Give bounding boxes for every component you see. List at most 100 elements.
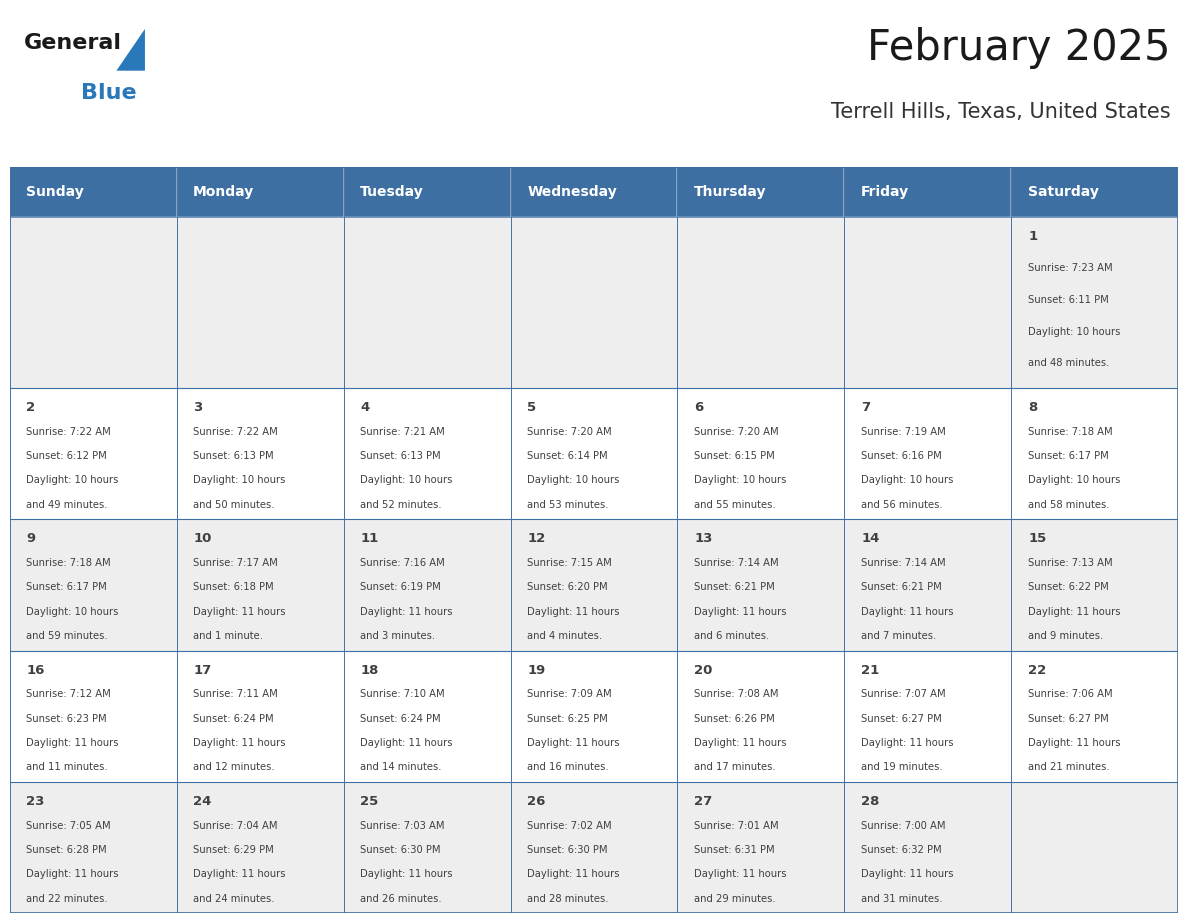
Text: and 16 minutes.: and 16 minutes. (527, 762, 608, 772)
Text: Sunset: 6:21 PM: Sunset: 6:21 PM (694, 582, 775, 592)
Text: Daylight: 10 hours: Daylight: 10 hours (194, 476, 285, 486)
Bar (845, 782, 1011, 913)
Text: Sunrise: 7:10 AM: Sunrise: 7:10 AM (360, 689, 444, 700)
Text: 27: 27 (694, 795, 713, 808)
Text: Sunset: 6:16 PM: Sunset: 6:16 PM (861, 451, 942, 461)
Text: Daylight: 11 hours: Daylight: 11 hours (861, 607, 954, 617)
Bar (1011, 651, 1178, 782)
Text: and 26 minutes.: and 26 minutes. (360, 894, 442, 903)
Bar (677, 782, 845, 913)
Text: Sunset: 6:17 PM: Sunset: 6:17 PM (1028, 451, 1108, 461)
Text: Sunset: 6:13 PM: Sunset: 6:13 PM (194, 451, 273, 461)
Text: 20: 20 (694, 664, 713, 677)
Text: and 28 minutes.: and 28 minutes. (527, 894, 608, 903)
Text: Daylight: 10 hours: Daylight: 10 hours (1028, 476, 1120, 486)
Text: 14: 14 (861, 532, 879, 545)
Bar (1011, 782, 1178, 913)
Text: Daylight: 11 hours: Daylight: 11 hours (527, 738, 620, 748)
Text: Sunset: 6:26 PM: Sunset: 6:26 PM (694, 713, 775, 723)
Text: and 52 minutes.: and 52 minutes. (360, 499, 442, 509)
Text: 3: 3 (194, 401, 202, 414)
Text: 21: 21 (861, 664, 879, 677)
Text: 16: 16 (26, 664, 45, 677)
Bar (511, 782, 677, 913)
Text: Sunrise: 7:13 AM: Sunrise: 7:13 AM (1028, 558, 1113, 568)
Text: Sunset: 6:11 PM: Sunset: 6:11 PM (1028, 295, 1108, 305)
Text: and 49 minutes.: and 49 minutes. (26, 499, 108, 509)
Bar (1011, 520, 1178, 651)
Text: Sunday: Sunday (26, 185, 84, 199)
Text: 26: 26 (527, 795, 545, 808)
Text: Sunset: 6:24 PM: Sunset: 6:24 PM (360, 713, 441, 723)
Text: Sunset: 6:27 PM: Sunset: 6:27 PM (861, 713, 942, 723)
Text: Sunset: 6:29 PM: Sunset: 6:29 PM (194, 845, 274, 855)
Text: and 19 minutes.: and 19 minutes. (861, 762, 943, 772)
Text: 10: 10 (194, 532, 211, 545)
Text: Sunset: 6:24 PM: Sunset: 6:24 PM (194, 713, 273, 723)
Text: General: General (24, 33, 121, 53)
Bar (177, 387, 343, 520)
Text: and 7 minutes.: and 7 minutes. (861, 631, 936, 641)
Text: Saturday: Saturday (1028, 185, 1099, 199)
Text: Sunrise: 7:05 AM: Sunrise: 7:05 AM (26, 821, 110, 831)
Text: Sunset: 6:31 PM: Sunset: 6:31 PM (694, 845, 775, 855)
Text: Daylight: 11 hours: Daylight: 11 hours (194, 738, 285, 748)
Text: Sunset: 6:25 PM: Sunset: 6:25 PM (527, 713, 608, 723)
Bar (845, 520, 1011, 651)
Text: Sunset: 6:21 PM: Sunset: 6:21 PM (861, 582, 942, 592)
Text: Sunset: 6:22 PM: Sunset: 6:22 PM (1028, 582, 1108, 592)
Text: Daylight: 11 hours: Daylight: 11 hours (527, 869, 620, 879)
Text: 7: 7 (861, 401, 871, 414)
Text: Blue: Blue (81, 84, 137, 103)
Text: 9: 9 (26, 532, 36, 545)
Text: Sunset: 6:30 PM: Sunset: 6:30 PM (360, 845, 441, 855)
Text: and 53 minutes.: and 53 minutes. (527, 499, 608, 509)
Text: 5: 5 (527, 401, 536, 414)
Text: Friday: Friday (861, 185, 909, 199)
Polygon shape (116, 28, 145, 71)
Text: Sunrise: 7:07 AM: Sunrise: 7:07 AM (861, 689, 946, 700)
Text: and 24 minutes.: and 24 minutes. (194, 894, 274, 903)
Text: Sunrise: 7:21 AM: Sunrise: 7:21 AM (360, 427, 446, 437)
Text: February 2025: February 2025 (867, 28, 1170, 69)
Text: Monday: Monday (194, 185, 254, 199)
Text: Sunrise: 7:00 AM: Sunrise: 7:00 AM (861, 821, 946, 831)
Bar (1011, 167, 1178, 217)
Text: Sunrise: 7:18 AM: Sunrise: 7:18 AM (1028, 427, 1113, 437)
Text: and 12 minutes.: and 12 minutes. (194, 762, 274, 772)
Bar (677, 387, 845, 520)
Text: Sunrise: 7:11 AM: Sunrise: 7:11 AM (194, 689, 278, 700)
Text: Daylight: 10 hours: Daylight: 10 hours (26, 607, 119, 617)
Bar (343, 217, 511, 387)
Text: Sunrise: 7:22 AM: Sunrise: 7:22 AM (26, 427, 110, 437)
Text: and 29 minutes.: and 29 minutes. (694, 894, 776, 903)
Text: and 31 minutes.: and 31 minutes. (861, 894, 943, 903)
Bar (343, 167, 511, 217)
Text: and 1 minute.: and 1 minute. (194, 631, 264, 641)
Text: Daylight: 11 hours: Daylight: 11 hours (360, 738, 453, 748)
Text: Sunrise: 7:20 AM: Sunrise: 7:20 AM (694, 427, 779, 437)
Text: and 50 minutes.: and 50 minutes. (194, 499, 274, 509)
Bar (1011, 387, 1178, 520)
Bar (10, 651, 177, 782)
Text: 24: 24 (194, 795, 211, 808)
Text: Daylight: 10 hours: Daylight: 10 hours (26, 476, 119, 486)
Text: 17: 17 (194, 664, 211, 677)
Text: Daylight: 11 hours: Daylight: 11 hours (1028, 607, 1120, 617)
Text: Sunrise: 7:20 AM: Sunrise: 7:20 AM (527, 427, 612, 437)
Text: Sunrise: 7:16 AM: Sunrise: 7:16 AM (360, 558, 446, 568)
Text: 23: 23 (26, 795, 45, 808)
Text: and 4 minutes.: and 4 minutes. (527, 631, 602, 641)
Text: and 55 minutes.: and 55 minutes. (694, 499, 776, 509)
Text: 28: 28 (861, 795, 879, 808)
Text: Sunset: 6:32 PM: Sunset: 6:32 PM (861, 845, 942, 855)
Bar (511, 520, 677, 651)
Text: Thursday: Thursday (694, 185, 766, 199)
Text: Daylight: 11 hours: Daylight: 11 hours (694, 869, 786, 879)
Bar (10, 387, 177, 520)
Text: Sunset: 6:27 PM: Sunset: 6:27 PM (1028, 713, 1108, 723)
Bar (177, 651, 343, 782)
Text: Sunset: 6:13 PM: Sunset: 6:13 PM (360, 451, 441, 461)
Text: Sunset: 6:18 PM: Sunset: 6:18 PM (194, 582, 273, 592)
Bar (343, 782, 511, 913)
